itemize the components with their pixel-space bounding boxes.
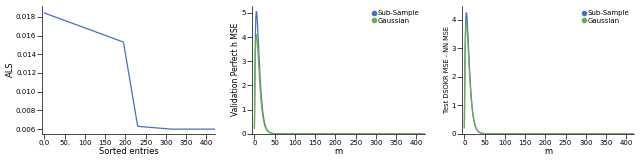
X-axis label: Sorted entries: Sorted entries [99,147,158,156]
Legend: Sub-Sample, Gaussian: Sub-Sample, Gaussian [581,9,631,25]
Legend: Sub-Sample, Gaussian: Sub-Sample, Gaussian [371,9,421,25]
X-axis label: m: m [334,147,342,156]
Y-axis label: Validation Perfect h MSE: Validation Perfect h MSE [231,23,240,116]
Y-axis label: ALS: ALS [6,62,15,77]
Y-axis label: Test DSOKR MSE - NN MSE: Test DSOKR MSE - NN MSE [444,26,450,113]
X-axis label: m: m [544,147,552,156]
